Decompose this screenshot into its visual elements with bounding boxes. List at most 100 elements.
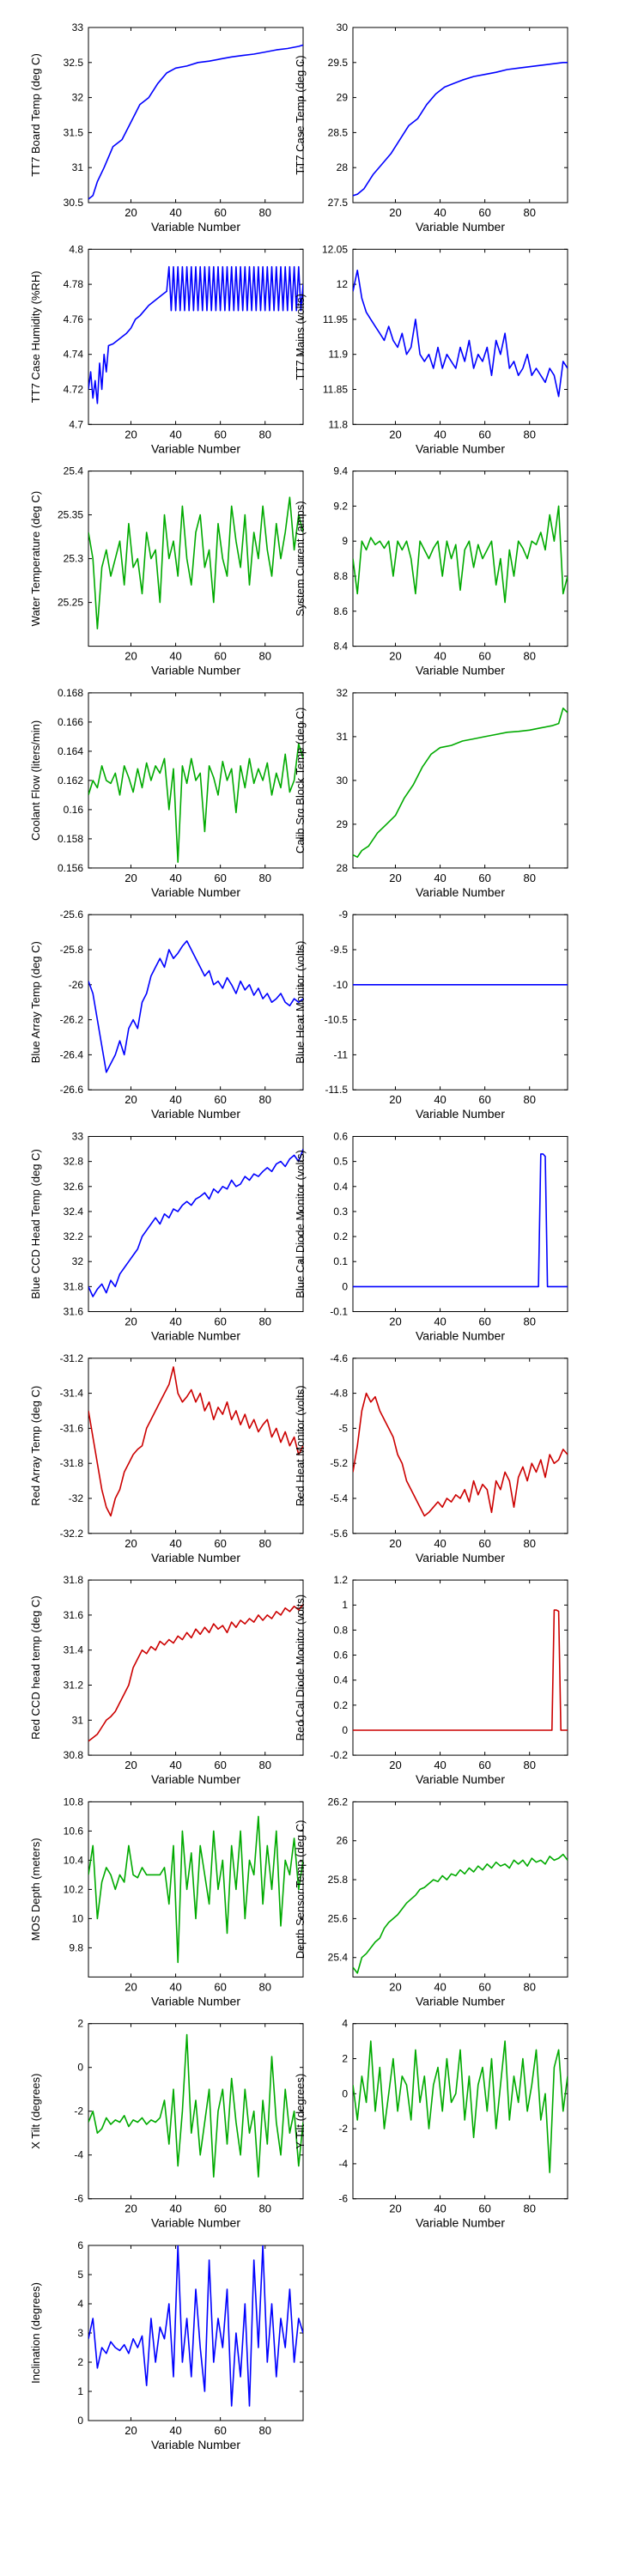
y-tick-label: 0.168 xyxy=(58,687,83,699)
y-tick-label: 25.4 xyxy=(328,1952,349,1964)
x-tick-label: 80 xyxy=(523,206,535,219)
y-tick-label: 5 xyxy=(77,2269,83,2281)
y-tick-label: 8.8 xyxy=(333,570,348,582)
chart-panel: 20 40 60 80 11.8 11.85 11.9 11.95 12 12.05 Variabl… xyxy=(294,243,568,455)
x-tick-label: 80 xyxy=(258,1537,270,1550)
y-tick-label: 2 xyxy=(77,2356,83,2368)
y-axis-label: Y Tilt (degrees) xyxy=(294,2074,307,2149)
y-tick-label: 10.6 xyxy=(64,1825,84,1837)
series-line xyxy=(353,505,568,604)
y-tick-label: 0.156 xyxy=(58,862,83,874)
x-tick-label: 20 xyxy=(389,1980,401,1993)
y-tick-label: -31.2 xyxy=(60,1352,84,1364)
y-tick-label: 0 xyxy=(77,2062,83,2074)
plot-frame xyxy=(88,27,304,204)
x-axis-label: Variable Number xyxy=(416,1994,505,2008)
x-tick-label: 80 xyxy=(523,1980,535,1993)
y-tick-label: 0.166 xyxy=(58,716,83,728)
x-axis-label: Variable Number xyxy=(151,1107,240,1121)
y-tick-label: 25.35 xyxy=(58,509,83,521)
y-tick-label: 10.2 xyxy=(64,1883,84,1895)
x-tick-label: 80 xyxy=(258,206,270,219)
x-tick-label: 80 xyxy=(258,428,270,440)
y-tick-label: 31.5 xyxy=(64,126,84,138)
x-axis-label: Variable Number xyxy=(416,1329,505,1343)
chart-panel: 20 40 60 80 25.4 25.6 25.8 26 26.2 Variable Numbe… xyxy=(294,1795,568,2008)
y-tick-label: -10.5 xyxy=(325,1014,349,1026)
y-tick-label: 10.4 xyxy=(64,1854,84,1866)
chart-panel: 20 40 60 80 -0.2 0 0.2 0.4 0.6 0.8 1 1.2 Variable Nu… xyxy=(294,1574,568,1786)
chart-panel: 20 40 60 80 27.5 28 28.5 29 29.5 30 Variable Numbe… xyxy=(294,21,568,234)
chart-panel: 20 40 60 80 -5.6 -5.4 -5.2 -5 -4.8 -4.6 Variable N… xyxy=(294,1352,568,1564)
y-tick-label: 10.8 xyxy=(64,1795,84,1807)
y-tick-label: -0.2 xyxy=(330,1749,348,1761)
y-tick-label: 32.5 xyxy=(64,57,84,69)
x-tick-label: 60 xyxy=(214,1315,226,1328)
x-tick-label: 40 xyxy=(169,206,181,219)
x-tick-label: 80 xyxy=(523,1093,535,1106)
series-line xyxy=(88,1148,303,1297)
series-line xyxy=(88,2033,303,2178)
y-tick-label: -0.1 xyxy=(330,1306,348,1318)
y-tick-label: 30.5 xyxy=(64,197,84,209)
x-axis-label: Variable Number xyxy=(416,2216,505,2230)
y-tick-label: 0.2 xyxy=(333,1699,348,1711)
y-tick-label: 25.4 xyxy=(64,465,84,477)
x-axis-label: Variable Number xyxy=(416,1772,505,1786)
y-tick-label: 31.8 xyxy=(64,1280,84,1292)
y-tick-label: -6 xyxy=(74,2193,83,2205)
x-tick-label: 60 xyxy=(214,1537,226,1550)
x-tick-label: 20 xyxy=(125,1980,137,1993)
x-tick-label: 60 xyxy=(478,650,490,663)
chart-panel: 20 40 60 80 4.7 4.72 4.74 4.76 4.78 4.8 Variable N… xyxy=(29,243,304,455)
y-tick-label: 0 xyxy=(77,2415,83,2427)
x-tick-label: 40 xyxy=(434,872,446,884)
y-tick-label: 12 xyxy=(337,278,349,290)
y-tick-label: 0 xyxy=(342,1724,348,1736)
x-tick-label: 60 xyxy=(478,428,490,440)
y-tick-label: 0.162 xyxy=(58,775,83,787)
x-tick-label: 40 xyxy=(434,1093,446,1106)
chart-panel: 20 40 60 80 0.156 0.158 0.16 0.162 0.164 0.166 0.1… xyxy=(29,687,304,899)
y-tick-label: 25.3 xyxy=(64,553,84,565)
x-tick-label: 80 xyxy=(258,872,270,884)
x-tick-label: 60 xyxy=(214,1093,226,1106)
y-tick-label: 26 xyxy=(337,1835,349,1847)
chart-panel: 20 40 60 80 -32.2 -32 -31.8 -31.6 -31.4 -31.2 Vari… xyxy=(29,1352,304,1564)
series-line xyxy=(88,743,303,863)
series-line xyxy=(353,1153,568,1288)
y-tick-label: 32.8 xyxy=(64,1156,84,1168)
x-tick-label: 20 xyxy=(389,1759,401,1771)
y-tick-label: 0 xyxy=(342,2087,348,2099)
x-tick-label: 80 xyxy=(258,1093,270,1106)
x-axis-label: Variable Number xyxy=(151,1329,240,1343)
x-axis-label: Variable Number xyxy=(416,441,505,455)
x-tick-label: 20 xyxy=(389,206,401,219)
x-tick-label: 20 xyxy=(125,428,137,440)
y-tick-label: 32 xyxy=(337,687,349,699)
y-tick-label: 33 xyxy=(72,1131,84,1143)
y-tick-label: 0.8 xyxy=(333,1624,348,1636)
chart-panel: 20 40 60 80 -0.1 0 0.1 0.2 0.3 0.4 0.5 0.6 Variable … xyxy=(294,1131,568,1343)
y-axis-label: Water Temperature (deg C) xyxy=(29,491,42,627)
x-tick-label: 60 xyxy=(478,1093,490,1106)
y-tick-label: 28 xyxy=(337,862,349,874)
y-tick-label: -5 xyxy=(338,1422,348,1434)
x-tick-label: 40 xyxy=(434,1759,446,1771)
y-tick-label: 0.16 xyxy=(64,804,84,816)
x-tick-label: 60 xyxy=(478,872,490,884)
series-line xyxy=(353,1609,568,1731)
y-tick-label: 12.05 xyxy=(322,243,348,255)
y-axis-label: Depth Sensor Temp (deg C) xyxy=(294,1820,307,1959)
y-axis-label: TT7 Board Temp (deg C) xyxy=(29,53,42,177)
y-tick-label: -11 xyxy=(334,1048,349,1060)
y-tick-label: 33 xyxy=(72,21,84,33)
x-tick-label: 60 xyxy=(214,872,226,884)
y-tick-label: 10 xyxy=(72,1912,84,1924)
y-tick-label: -9.5 xyxy=(330,944,348,956)
y-tick-label: 28.5 xyxy=(328,126,349,138)
x-axis-label: Variable Number xyxy=(151,2216,240,2230)
y-tick-label: -4 xyxy=(338,2158,348,2170)
plot-frame xyxy=(352,692,568,869)
x-tick-label: 40 xyxy=(169,1537,181,1550)
